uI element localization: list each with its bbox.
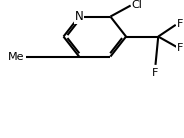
Text: N: N (75, 10, 84, 23)
Text: Me: Me (8, 52, 24, 62)
Text: Cl: Cl (132, 0, 142, 10)
Text: F: F (152, 68, 159, 78)
Text: F: F (177, 43, 183, 53)
Text: F: F (177, 19, 183, 29)
